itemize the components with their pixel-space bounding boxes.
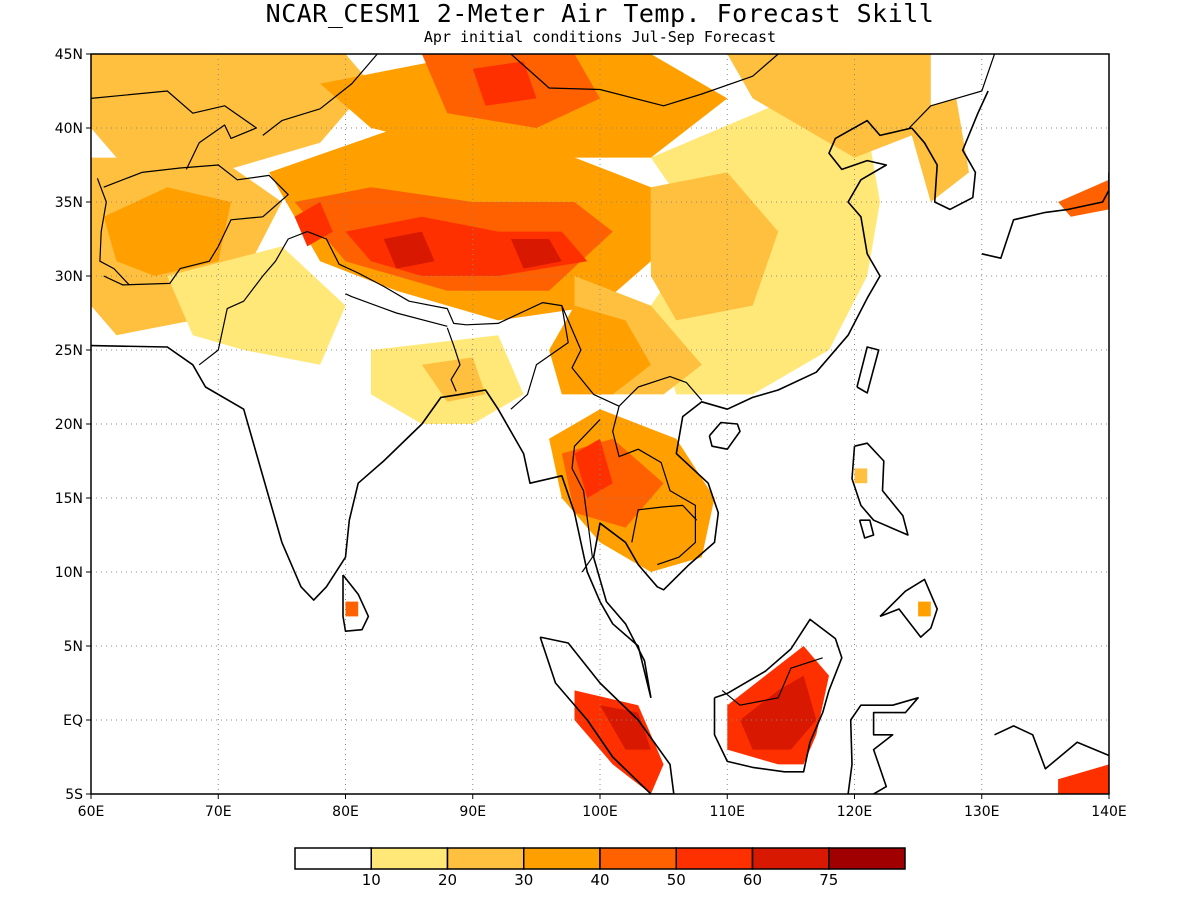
india-coast xyxy=(91,344,652,698)
colorbar-label: 10 xyxy=(362,871,381,889)
skill-region-sumatra-core xyxy=(600,705,651,750)
colorbar-label: 75 xyxy=(819,871,838,889)
new-guinea-coast xyxy=(994,725,1109,770)
japan-coast xyxy=(981,172,1109,260)
lat-tick-label: 15N xyxy=(55,491,83,507)
skill-region-north-east-china xyxy=(727,54,931,158)
border-afghan-pak xyxy=(103,164,289,286)
border-borneo xyxy=(721,657,823,706)
lon-tick-label: 90E xyxy=(459,804,486,820)
border-iran-afghan xyxy=(96,178,130,286)
taiwan-coast xyxy=(856,346,880,394)
lat-tick-label: 5N xyxy=(64,639,83,655)
skill-region-korea xyxy=(905,98,969,202)
border-bhutan-bangla xyxy=(446,327,461,392)
colorbar-label: 50 xyxy=(667,871,686,889)
korea-coast xyxy=(911,90,989,211)
border-china-korea xyxy=(908,54,996,129)
lat-tick-label: 40N xyxy=(55,121,83,137)
sri-lanka-coast xyxy=(342,574,370,633)
lat-tick-label: 45N xyxy=(55,47,83,63)
skill-region-luzon xyxy=(854,468,868,484)
colorbar-swatch xyxy=(294,847,372,870)
luzon-coast xyxy=(851,442,909,536)
colorbar-swatch xyxy=(751,847,830,870)
lat-tick-label: 5S xyxy=(65,787,83,803)
colorbar-label: 30 xyxy=(514,871,533,889)
skill-region-bengal-core xyxy=(421,357,486,402)
borneo-coast xyxy=(713,618,843,773)
skill-region-tibet-peak-east xyxy=(510,239,562,269)
lon-tick-label: 60E xyxy=(78,804,105,820)
border-thai-burma xyxy=(571,419,601,573)
borders-layer xyxy=(91,54,996,706)
border-pak-india xyxy=(198,231,569,410)
lat-tick-label: 25N xyxy=(55,343,83,359)
graticule xyxy=(91,54,1109,794)
skill-region-afghan-core xyxy=(103,187,231,276)
border-mongolia xyxy=(508,54,780,107)
lon-tick-label: 120E xyxy=(837,804,873,820)
border-cambodia xyxy=(631,504,698,543)
lon-tick-label: 80E xyxy=(332,804,359,820)
skill-region-thailand-hot xyxy=(574,438,613,498)
border-laos-vietnam xyxy=(612,406,697,566)
skill-region-mongolia-core xyxy=(472,61,537,106)
lon-tick-label: 70E xyxy=(205,804,232,820)
colorbar-swatch xyxy=(599,847,677,870)
mindanao-coast xyxy=(879,578,939,638)
skill-region-new-guinea xyxy=(1058,764,1109,794)
border-nepal xyxy=(345,293,448,327)
sumatra-coast xyxy=(539,636,675,794)
colorbar-swatch xyxy=(446,847,525,870)
lon-tick-label: 140E xyxy=(1091,804,1127,820)
lat-tick-label: 20N xyxy=(55,417,83,433)
mindoro-coast xyxy=(858,519,875,539)
colorbar-label: 40 xyxy=(590,871,609,889)
lat-tick-label: EQ xyxy=(63,713,83,729)
lat-tick-label: 30N xyxy=(55,269,83,285)
colorbar-swatch xyxy=(675,847,754,870)
colorbar-swatch xyxy=(828,847,906,870)
skill-region-sumatra xyxy=(574,690,664,794)
lat-tick-label: 35N xyxy=(55,195,83,211)
skill-shading-layer xyxy=(91,54,1109,794)
skill-region-philippines xyxy=(918,601,931,617)
lon-tick-label: 100E xyxy=(582,804,618,820)
skill-region-japan xyxy=(1058,179,1109,217)
colorbar: 10 20 30 40 50 60 75 xyxy=(294,847,906,889)
axis-ticks: 60E 70E 80E 90E 100E 110E 120E 130E 140E 45N 40N 35… xyxy=(55,47,1127,820)
skill-region-tibet-peak-west xyxy=(383,231,435,269)
skill-region-kashmir xyxy=(294,202,333,247)
skill-region-borneo-core xyxy=(740,675,817,750)
lon-tick-label: 130E xyxy=(964,804,1000,820)
colorbar-swatch xyxy=(370,847,449,870)
lat-tick-label: 10N xyxy=(55,565,83,581)
border-china-west xyxy=(262,54,379,136)
map-subtitle: Apr initial conditions Jul-Sep Forecast xyxy=(423,28,777,46)
map-title: NCAR_CESM1 2-Meter Air Temp. Forecast Sk… xyxy=(265,0,935,28)
colorbar-label: 60 xyxy=(743,871,762,889)
skill-region-central-china xyxy=(650,172,779,321)
hainan-coast xyxy=(708,421,741,451)
colorbar-swatch xyxy=(523,847,601,870)
sulawesi-coast xyxy=(847,696,919,794)
skill-region-central-asia-north xyxy=(91,54,371,173)
colorbar-label: 20 xyxy=(438,871,457,889)
skill-region-sri-lanka xyxy=(345,601,359,617)
coastlines-layer xyxy=(91,90,1109,794)
border-central-asia xyxy=(91,90,257,170)
indochina-coast xyxy=(592,119,912,698)
lon-tick-label: 110E xyxy=(709,804,745,820)
